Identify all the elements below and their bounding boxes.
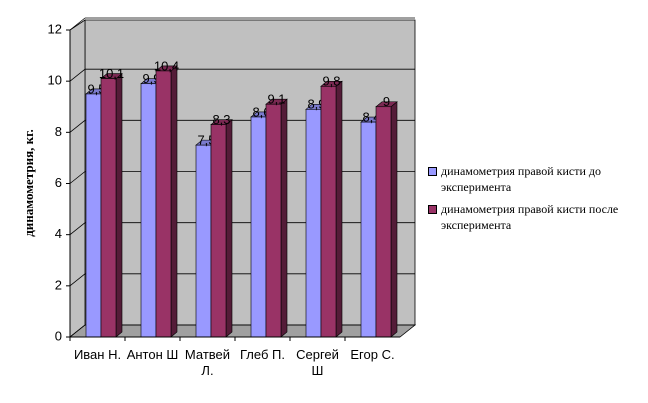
x-tick-label: Иван Н. xyxy=(73,347,122,362)
x-tick-label: Сергей Ш xyxy=(296,347,339,378)
bar xyxy=(210,124,227,338)
bar-side xyxy=(390,101,398,338)
bar xyxy=(360,121,377,338)
bar-side xyxy=(225,119,233,338)
bar xyxy=(140,83,157,338)
bar-side xyxy=(280,98,288,338)
bar xyxy=(155,70,172,338)
y-tick-label: 10 xyxy=(48,73,62,88)
x-tick-label: Егор С. xyxy=(350,347,395,362)
y-tick-label: 2 xyxy=(55,277,62,292)
grid-line xyxy=(69,171,86,184)
bar xyxy=(320,85,337,338)
bar xyxy=(265,103,282,338)
legend-swatch xyxy=(428,167,437,176)
legend-swatch xyxy=(428,205,437,214)
bar-side xyxy=(335,80,343,338)
grid-line xyxy=(69,68,86,82)
value-label: 8,3 xyxy=(212,112,230,127)
value-label: 9,1 xyxy=(267,92,285,107)
value-label: 10,4 xyxy=(154,58,179,73)
y-tick-label: 8 xyxy=(55,124,62,139)
bars: 9,510,1 9,910,47,58,38,69,1 8,99,88,49 xyxy=(85,58,398,338)
side-wall xyxy=(69,19,86,338)
bar xyxy=(250,116,267,338)
y-tick-label: 6 xyxy=(55,175,62,190)
grid-line xyxy=(69,222,86,235)
legend: динамометрия правой кисти до эксперимент… xyxy=(428,163,640,239)
bar xyxy=(195,144,212,338)
y-axis-title: динамометрия, кг. xyxy=(21,129,36,237)
bar xyxy=(100,78,117,338)
bar xyxy=(375,106,392,338)
x-tick-label: Антон Ш xyxy=(126,347,179,362)
bar xyxy=(85,93,102,338)
grid-line xyxy=(69,120,86,133)
value-label: 10,1 xyxy=(99,66,124,81)
x-tick-label: Матвей Л. xyxy=(184,347,231,378)
grid xyxy=(69,17,415,338)
y-tick-label: 0 xyxy=(55,328,62,343)
value-label: 9 xyxy=(383,94,390,109)
x-tick-label: Глеб П. xyxy=(240,347,285,362)
y-tick-label: 4 xyxy=(55,226,62,241)
legend-label: динамометрия правой кисти после эксперим… xyxy=(441,202,619,232)
grid-line xyxy=(69,17,86,31)
grid-line xyxy=(69,273,86,287)
y-tick-label: 12 xyxy=(48,21,62,36)
legend-item: динамометрия правой кисти после эксперим… xyxy=(428,201,640,233)
bar-side xyxy=(170,65,178,338)
grid-line xyxy=(69,324,86,338)
bar-side xyxy=(115,72,123,338)
value-label: 9,8 xyxy=(322,74,340,89)
legend-item: динамометрия правой кисти до эксперимент… xyxy=(428,163,640,195)
legend-label: динамометрия правой кисти до эксперимент… xyxy=(441,164,601,194)
bar xyxy=(305,109,322,338)
